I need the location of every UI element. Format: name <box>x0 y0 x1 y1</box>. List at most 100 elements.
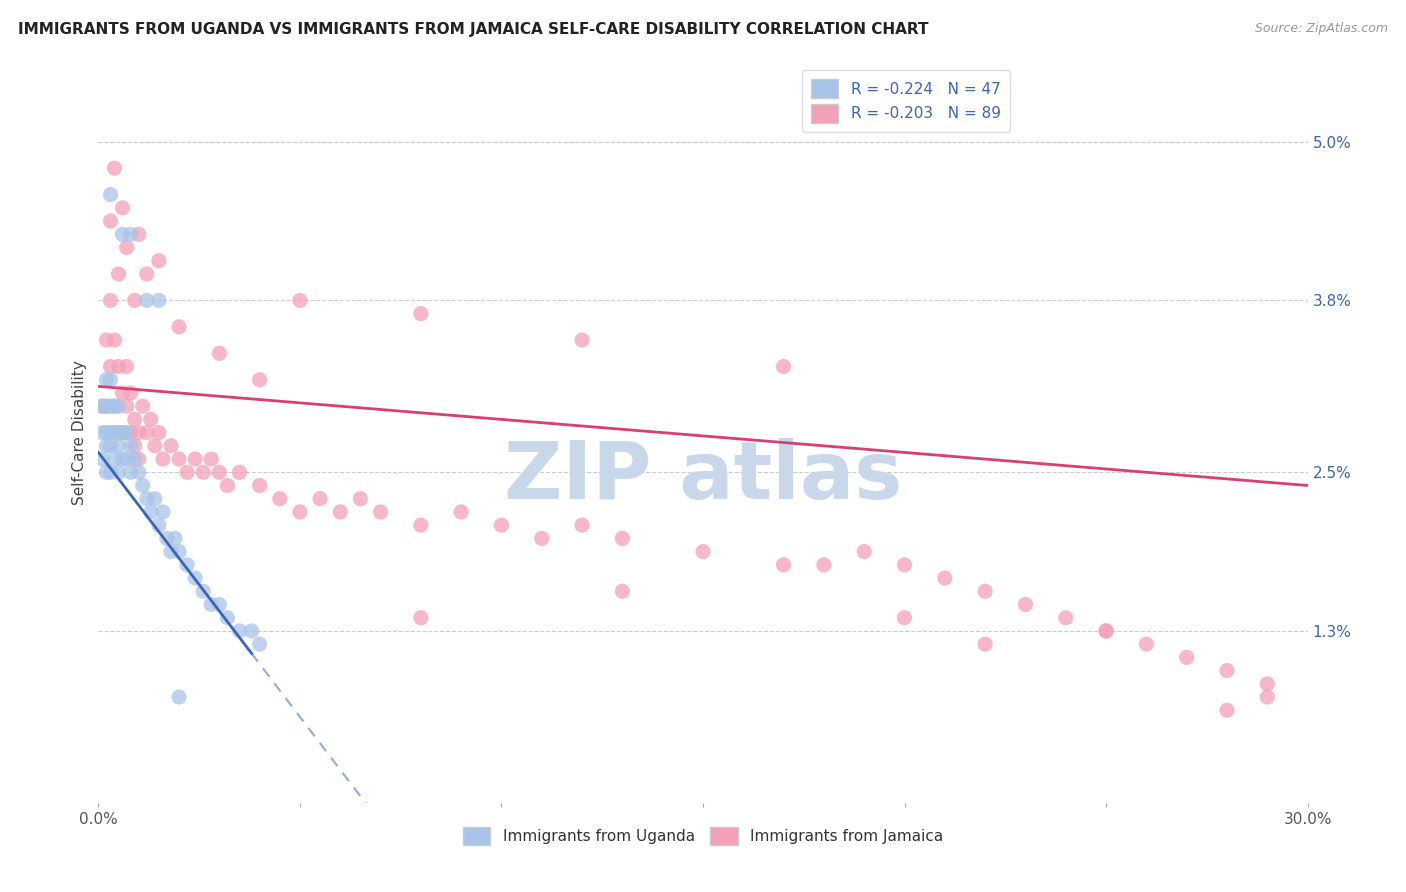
Point <box>139 505 162 519</box>
Point <box>934 571 956 585</box>
Point <box>111 386 134 401</box>
Point <box>135 425 157 440</box>
Point <box>491 518 513 533</box>
Point <box>103 452 125 467</box>
Point <box>96 333 118 347</box>
Point <box>100 399 122 413</box>
Point <box>115 399 138 413</box>
Point <box>249 637 271 651</box>
Point <box>228 465 250 479</box>
Point <box>1216 703 1239 717</box>
Point <box>120 465 142 479</box>
Point <box>612 532 634 546</box>
Point <box>1095 624 1118 638</box>
Point <box>128 425 150 440</box>
Point <box>853 544 876 558</box>
Point <box>91 425 114 440</box>
Point <box>148 518 170 533</box>
Point <box>124 412 146 426</box>
Point <box>111 425 134 440</box>
Point <box>120 386 142 401</box>
Point <box>176 465 198 479</box>
Point <box>91 399 114 413</box>
Point <box>143 439 166 453</box>
Point <box>167 319 190 334</box>
Point <box>96 399 118 413</box>
Text: Source: ZipAtlas.com: Source: ZipAtlas.com <box>1254 22 1388 36</box>
Point <box>217 610 239 624</box>
Point <box>139 412 162 426</box>
Point <box>115 425 138 440</box>
Point <box>107 359 129 374</box>
Point <box>1014 598 1036 612</box>
Point <box>115 240 138 255</box>
Point <box>135 293 157 308</box>
Point <box>115 452 138 467</box>
Point <box>152 505 174 519</box>
Point <box>91 452 114 467</box>
Point <box>200 598 222 612</box>
Point <box>148 253 170 268</box>
Point <box>156 532 179 546</box>
Point <box>100 359 122 374</box>
Point <box>288 293 311 308</box>
Point <box>249 478 271 492</box>
Point <box>450 505 472 519</box>
Point <box>132 399 155 413</box>
Point <box>103 399 125 413</box>
Point <box>1216 664 1239 678</box>
Point <box>1256 690 1278 704</box>
Point <box>111 425 134 440</box>
Point <box>692 544 714 558</box>
Point <box>167 544 190 558</box>
Point <box>120 425 142 440</box>
Point <box>100 465 122 479</box>
Point <box>96 373 118 387</box>
Point <box>772 558 794 572</box>
Point <box>103 425 125 440</box>
Point <box>893 558 915 572</box>
Point <box>208 346 231 360</box>
Legend: Immigrants from Uganda, Immigrants from Jamaica: Immigrants from Uganda, Immigrants from … <box>454 817 952 855</box>
Point <box>370 505 392 519</box>
Point <box>813 558 835 572</box>
Point <box>160 439 183 453</box>
Text: IMMIGRANTS FROM UGANDA VS IMMIGRANTS FROM JAMAICA SELF-CARE DISABILITY CORRELATI: IMMIGRANTS FROM UGANDA VS IMMIGRANTS FRO… <box>18 22 929 37</box>
Point <box>329 505 352 519</box>
Point <box>772 359 794 374</box>
Point <box>96 465 118 479</box>
Point <box>100 214 122 228</box>
Point <box>135 267 157 281</box>
Point <box>228 624 250 638</box>
Point <box>96 425 118 440</box>
Point <box>100 373 122 387</box>
Point <box>143 491 166 506</box>
Point <box>208 598 231 612</box>
Point <box>160 544 183 558</box>
Point <box>111 201 134 215</box>
Point <box>193 584 215 599</box>
Point <box>1175 650 1198 665</box>
Point <box>103 399 125 413</box>
Point <box>107 425 129 440</box>
Point <box>100 293 122 308</box>
Point <box>103 161 125 176</box>
Point <box>96 399 118 413</box>
Point <box>124 439 146 453</box>
Point <box>309 491 332 506</box>
Point <box>135 491 157 506</box>
Point <box>288 505 311 519</box>
Point <box>409 610 432 624</box>
Point <box>167 690 190 704</box>
Point <box>107 465 129 479</box>
Text: ZIP atlas: ZIP atlas <box>503 438 903 516</box>
Point <box>240 624 263 638</box>
Point <box>111 227 134 242</box>
Point <box>152 452 174 467</box>
Point <box>571 518 593 533</box>
Point <box>1054 610 1077 624</box>
Point <box>120 439 142 453</box>
Point <box>148 293 170 308</box>
Point <box>163 532 186 546</box>
Point <box>184 452 207 467</box>
